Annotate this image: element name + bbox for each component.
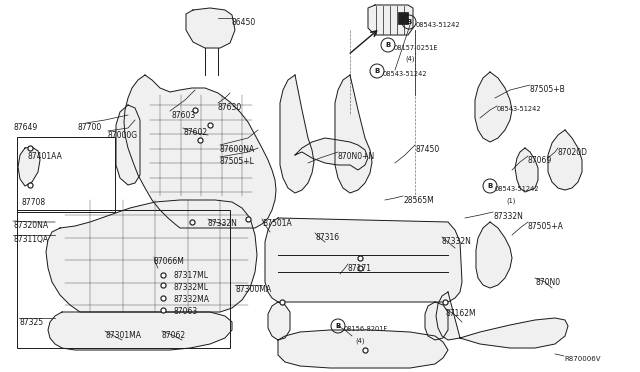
Text: 87301MA: 87301MA	[105, 331, 141, 340]
Text: 87066M: 87066M	[154, 257, 185, 266]
Text: 87332MA: 87332MA	[174, 295, 210, 304]
Text: 08156-8201F: 08156-8201F	[344, 326, 388, 332]
Text: B: B	[406, 19, 412, 25]
Text: B: B	[488, 183, 493, 189]
Text: 08543-51242: 08543-51242	[383, 71, 428, 77]
Text: B: B	[335, 323, 340, 329]
Text: 87505+B: 87505+B	[530, 85, 566, 94]
Text: 870N0: 870N0	[535, 278, 560, 287]
Text: 08157-0251E: 08157-0251E	[394, 45, 438, 51]
Text: 87311QA: 87311QA	[13, 235, 48, 244]
Text: (4): (4)	[405, 56, 415, 62]
Polygon shape	[278, 330, 448, 368]
Text: 87332N: 87332N	[493, 212, 523, 221]
Bar	[17, 210, 230, 348]
Polygon shape	[476, 222, 512, 288]
Text: 87332ML: 87332ML	[174, 283, 209, 292]
Polygon shape	[436, 292, 568, 348]
Text: 87505+A: 87505+A	[528, 222, 564, 231]
Text: B7501A: B7501A	[262, 219, 292, 228]
Text: (1): (1)	[506, 197, 515, 203]
Text: 87332N: 87332N	[442, 237, 472, 246]
Text: 87505+L: 87505+L	[220, 157, 255, 166]
Polygon shape	[186, 8, 235, 48]
Polygon shape	[515, 148, 538, 192]
Text: 87700: 87700	[78, 123, 102, 132]
Text: 87162M: 87162M	[446, 309, 477, 318]
Polygon shape	[475, 72, 512, 142]
Bar	[398, 12, 408, 24]
Polygon shape	[280, 75, 314, 193]
Text: 87649: 87649	[13, 123, 37, 132]
Text: (4): (4)	[355, 337, 365, 343]
Polygon shape	[46, 200, 257, 312]
Polygon shape	[265, 218, 462, 302]
Text: 87316: 87316	[315, 233, 339, 242]
Polygon shape	[124, 75, 276, 228]
Text: 87603: 87603	[171, 111, 195, 120]
Text: 08543-51242: 08543-51242	[416, 22, 461, 28]
Text: 87062: 87062	[162, 331, 186, 340]
Text: 28565M: 28565M	[403, 196, 434, 205]
Text: 87401AA: 87401AA	[28, 152, 63, 161]
Text: 87020D: 87020D	[558, 148, 588, 157]
Text: 87332N: 87332N	[208, 219, 238, 228]
Text: 87300MA: 87300MA	[235, 285, 271, 294]
Polygon shape	[335, 75, 372, 193]
Text: 87069: 87069	[528, 156, 552, 165]
Text: 87171: 87171	[348, 264, 372, 273]
Text: 08543-51242: 08543-51242	[497, 106, 541, 112]
Text: B: B	[385, 42, 390, 48]
Text: R870006V: R870006V	[564, 356, 600, 362]
Polygon shape	[48, 312, 232, 350]
Text: 08543-51242: 08543-51242	[495, 186, 540, 192]
Polygon shape	[368, 5, 413, 35]
Polygon shape	[295, 138, 368, 170]
Text: 87600NA: 87600NA	[220, 145, 255, 154]
Text: 87602: 87602	[183, 128, 207, 137]
Text: 87708: 87708	[21, 198, 45, 207]
Polygon shape	[268, 302, 290, 340]
Polygon shape	[116, 105, 140, 185]
Polygon shape	[548, 130, 582, 190]
Polygon shape	[18, 147, 40, 186]
Text: 87320NA: 87320NA	[13, 221, 48, 230]
Text: B: B	[374, 68, 380, 74]
Text: 87000G: 87000G	[108, 131, 138, 140]
Text: 87630: 87630	[218, 103, 243, 112]
Bar	[17, 137, 115, 212]
Polygon shape	[425, 302, 448, 340]
Text: 87325: 87325	[19, 318, 43, 327]
Text: 870N0+N: 870N0+N	[338, 152, 375, 161]
Text: 87317ML: 87317ML	[174, 271, 209, 280]
Text: 87450: 87450	[415, 145, 439, 154]
Text: 87063: 87063	[174, 307, 198, 316]
Text: 86450: 86450	[232, 18, 256, 27]
